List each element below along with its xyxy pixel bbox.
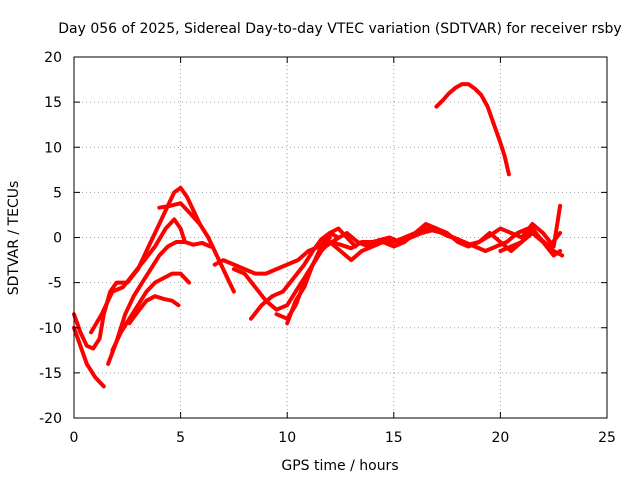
x-tick-label: 15 bbox=[385, 430, 403, 446]
y-tick-label: 20 bbox=[44, 50, 62, 66]
chart-title: Day 056 of 2025, Sidereal Day-to-day VTE… bbox=[58, 21, 621, 37]
x-tick-label: 25 bbox=[598, 430, 616, 446]
y-axis-label: SDTVAR / TECUs bbox=[6, 181, 22, 296]
series-line-trace-2 bbox=[72, 325, 106, 389]
y-tick-label: 0 bbox=[53, 231, 62, 247]
series-line-trace-4 bbox=[106, 240, 213, 366]
y-tick-label: -10 bbox=[39, 321, 62, 337]
y-tick-label: -15 bbox=[39, 366, 62, 382]
series-group bbox=[72, 82, 565, 389]
x-tick-label: 10 bbox=[278, 430, 296, 446]
series-line-trace-3 bbox=[89, 217, 187, 335]
axis-ticks: 0 5 10 15 20 25 -20 -15 -10 -5 0 5 10 15 20 bbox=[39, 50, 616, 446]
y-tick-label: 10 bbox=[44, 140, 62, 156]
y-tick-label: 5 bbox=[53, 185, 62, 201]
y-tick-label: 15 bbox=[44, 95, 62, 111]
y-tick-label: -20 bbox=[39, 411, 62, 427]
series-line-trace-13 bbox=[323, 226, 563, 253]
series-line-trace-15 bbox=[434, 82, 511, 177]
x-axis-label: GPS time / hours bbox=[281, 458, 398, 474]
x-tick-label: 20 bbox=[491, 430, 509, 446]
series-line-trace-1 bbox=[72, 185, 236, 351]
series-line-trace-6 bbox=[127, 294, 181, 326]
x-tick-label: 5 bbox=[176, 430, 185, 446]
series-line-trace-5 bbox=[110, 271, 192, 353]
series-line-trace-7 bbox=[157, 201, 202, 226]
series-line-trace-8 bbox=[212, 203, 563, 276]
series-line-trace-14 bbox=[498, 231, 563, 258]
x-tick-label: 0 bbox=[70, 430, 79, 446]
y-tick-label: -5 bbox=[48, 276, 62, 292]
